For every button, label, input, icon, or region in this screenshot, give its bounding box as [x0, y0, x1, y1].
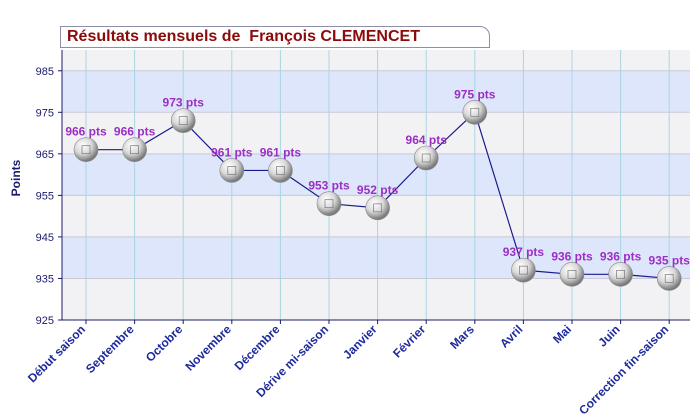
data-point-emblem — [664, 274, 674, 283]
band — [62, 278, 690, 320]
data-point-emblem — [373, 203, 382, 213]
data-point-sphere — [316, 191, 342, 216]
data-point — [316, 191, 342, 216]
data-point — [608, 262, 633, 287]
data-point-emblem — [519, 265, 528, 275]
data-label: 937 pts — [503, 245, 545, 259]
data-point-sphere — [219, 158, 245, 183]
data-point-sphere — [559, 262, 585, 287]
y-tick-label: 925 — [36, 315, 54, 327]
data-point-emblem — [227, 166, 237, 175]
x-tick-label: Septembre — [83, 322, 137, 376]
data-label: 961 pts — [211, 145, 253, 159]
data-point — [365, 195, 390, 221]
chart-title: Résultats mensuels de François CLEMENCET — [60, 26, 490, 48]
data-point-sphere — [73, 137, 99, 162]
data-label: 975 pts — [454, 87, 496, 101]
data-point-emblem — [324, 199, 334, 209]
x-tick-label: Correction fin-saison — [576, 322, 671, 417]
data-label: 936 pts — [551, 249, 593, 263]
data-point-sphere — [413, 145, 439, 171]
y-tick-label: 955 — [36, 190, 54, 202]
x-tick-label: Octobre — [143, 322, 186, 365]
background-bands — [62, 50, 690, 320]
data-label: 966 pts — [114, 125, 156, 139]
y-tick-label: 935 — [36, 273, 54, 285]
data-point — [219, 158, 245, 183]
data-point — [268, 158, 293, 183]
x-tick-label: Juin — [595, 322, 622, 349]
data-point-emblem — [421, 153, 431, 163]
band — [62, 50, 690, 71]
data-label: 973 pts — [163, 96, 205, 110]
data-label: 966 pts — [65, 125, 107, 139]
x-tick-label: Avril — [497, 322, 525, 350]
x-tick-label: Mars — [447, 322, 477, 352]
data-point — [656, 266, 682, 291]
y-axis-ticks: 925 935 945 955 965 975 985 — [36, 66, 62, 327]
data-point-emblem — [276, 166, 285, 175]
data-point — [511, 257, 536, 283]
x-tick-label: Début saison — [25, 322, 88, 385]
data-point-sphere — [608, 262, 633, 287]
data-label: 964 pts — [406, 133, 448, 147]
data-label: 936 pts — [600, 249, 642, 263]
data-point-emblem — [470, 107, 480, 117]
data-labels: 966 pts 966 pts 973 pts 961 pts 961 pts 953 p… — [65, 87, 690, 267]
data-point — [559, 262, 585, 287]
data-points — [73, 100, 682, 291]
x-tick-label: Mai — [550, 322, 574, 346]
data-label: 935 pts — [649, 253, 691, 267]
axes — [61, 50, 690, 321]
band — [62, 112, 690, 154]
data-point-sphere — [122, 137, 147, 162]
y-tick-label: 985 — [36, 66, 54, 78]
data-point-emblem — [130, 145, 139, 155]
data-label: 961 pts — [260, 145, 302, 159]
data-point — [413, 145, 439, 171]
band — [62, 153, 690, 196]
data-label: 952 pts — [357, 183, 399, 197]
data-point-emblem — [616, 269, 625, 279]
y-tick-label: 965 — [36, 149, 54, 161]
data-point-emblem — [178, 116, 188, 125]
x-tick-label: Janvier — [340, 322, 380, 362]
x-tick-label: Novembre — [183, 322, 235, 374]
y-tick-label: 945 — [36, 232, 54, 244]
data-point-sphere — [170, 108, 196, 133]
data-point-sphere — [656, 266, 682, 291]
y-tick-label: 975 — [36, 107, 54, 119]
data-point — [170, 108, 196, 133]
data-point-emblem — [567, 269, 577, 279]
data-point-sphere — [511, 257, 536, 283]
data-point-sphere — [365, 195, 390, 221]
band — [62, 70, 690, 113]
data-point — [462, 100, 488, 125]
x-tick-label: Décembre — [232, 322, 283, 373]
data-label: 953 pts — [308, 179, 350, 193]
x-tick-label: Février — [390, 322, 428, 360]
data-point-emblem — [81, 145, 91, 155]
data-point — [73, 137, 99, 162]
data-point-sphere — [268, 158, 293, 183]
y-axis-label: Points — [9, 159, 23, 196]
data-point — [122, 137, 147, 162]
data-point-sphere — [462, 100, 488, 125]
band — [62, 236, 690, 279]
